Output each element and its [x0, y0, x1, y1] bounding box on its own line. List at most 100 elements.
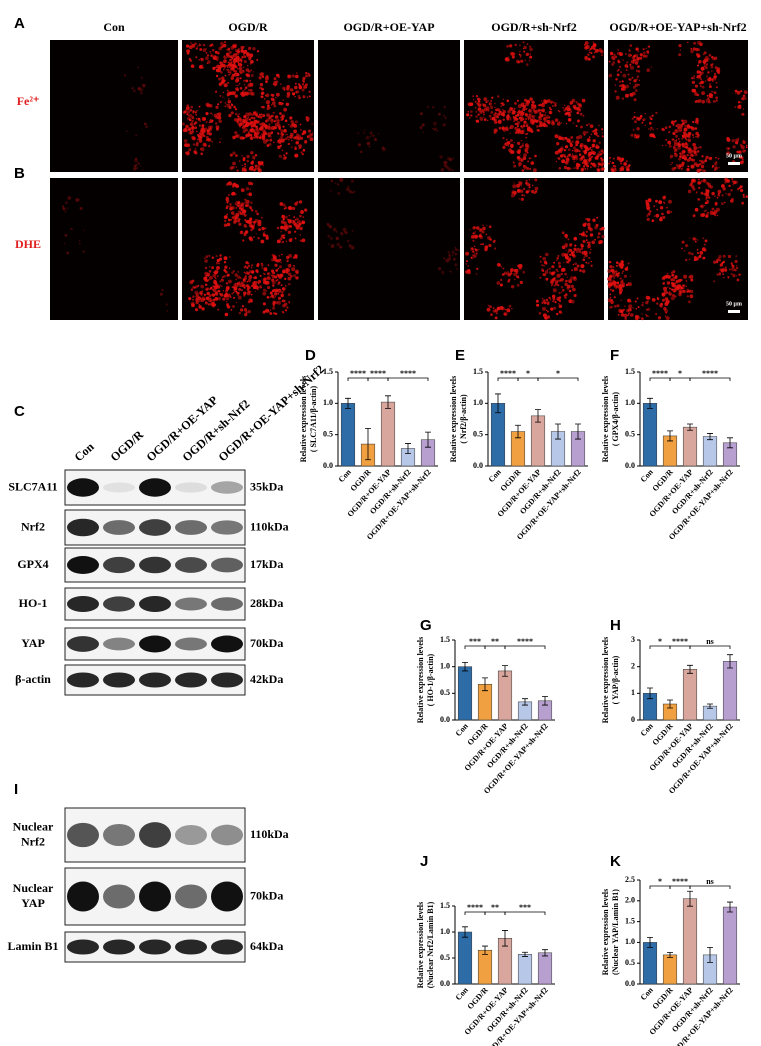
nuclear-blot-size: 110kDa	[250, 827, 289, 841]
signal-speck	[575, 249, 580, 253]
signal-speck	[259, 113, 261, 116]
signal-speck	[519, 183, 521, 185]
signal-speck	[681, 240, 685, 244]
signal-speck	[230, 219, 233, 221]
signal-speck	[504, 308, 507, 311]
signal-speck	[161, 289, 164, 292]
signal-speck	[554, 134, 559, 139]
nuclear-blot-label: Nrf2	[21, 834, 45, 848]
signal-speck	[629, 300, 632, 303]
signal-speck	[205, 274, 207, 277]
signal-speck	[235, 154, 238, 158]
signal-speck	[685, 280, 688, 282]
signal-speck	[493, 128, 498, 133]
signal-speck	[277, 274, 282, 278]
signal-speck	[676, 123, 681, 128]
group-header: Con	[103, 20, 125, 34]
signal-speck	[233, 105, 236, 109]
signal-speck	[688, 258, 691, 261]
signal-speck	[567, 113, 572, 117]
signal-speck	[224, 79, 227, 82]
signal-speck	[191, 303, 195, 308]
signal-speck	[239, 87, 243, 90]
signal-speck	[227, 48, 231, 51]
signal-speck	[269, 107, 271, 109]
significance-label: ns	[706, 637, 714, 646]
signal-speck	[612, 266, 615, 268]
significance-bracket	[669, 377, 691, 381]
signal-speck	[581, 264, 583, 267]
signal-speck	[634, 300, 637, 303]
signal-speck	[530, 130, 534, 133]
signal-speck	[572, 157, 576, 161]
signal-speck	[215, 125, 220, 129]
signal-speck	[702, 179, 707, 183]
signal-speck	[228, 98, 230, 100]
signal-speck	[534, 154, 537, 158]
signal-speck	[214, 50, 218, 54]
signal-speck	[609, 293, 612, 296]
signal-speck	[211, 266, 215, 270]
signal-speck	[217, 103, 220, 106]
signal-speck	[217, 112, 222, 117]
signal-speck	[517, 149, 522, 153]
signal-speck	[241, 211, 246, 216]
signal-speck	[517, 128, 521, 132]
signal-speck	[695, 47, 699, 52]
signal-speck	[617, 60, 621, 64]
signal-speck	[525, 63, 529, 66]
signal-speck	[235, 49, 237, 51]
signal-speck	[210, 112, 212, 115]
signal-speck	[208, 294, 212, 298]
signal-speck	[513, 107, 516, 110]
signal-speck	[565, 157, 570, 161]
signal-speck	[633, 98, 637, 102]
signal-speck	[263, 279, 266, 282]
signal-speck	[656, 208, 659, 211]
signal-speck	[327, 243, 330, 246]
signal-speck	[217, 116, 221, 120]
signal-speck	[517, 125, 519, 128]
signal-speck	[557, 255, 560, 257]
signal-speck	[583, 253, 586, 256]
nuclear-blot-label: Nuclear	[13, 881, 54, 895]
signal-speck	[224, 270, 228, 274]
signal-speck	[274, 275, 278, 279]
signal-speck	[290, 134, 293, 137]
signal-speck	[377, 133, 380, 135]
signal-speck	[551, 120, 554, 123]
signal-speck	[516, 111, 519, 114]
signal-speck	[251, 160, 254, 163]
signal-speck	[238, 84, 240, 86]
signal-speck	[543, 122, 546, 125]
signal-speck	[237, 49, 239, 52]
signal-speck	[694, 240, 697, 243]
panel-label: H	[610, 617, 621, 634]
signal-speck	[693, 146, 698, 151]
signal-speck	[422, 131, 424, 133]
bar	[662, 954, 678, 985]
signal-speck	[512, 161, 515, 164]
signal-speck	[713, 77, 717, 81]
signal-speck	[727, 192, 731, 197]
signal-speck	[199, 124, 201, 126]
signal-speck	[718, 255, 722, 259]
signal-speck	[541, 103, 545, 108]
signal-speck	[601, 226, 605, 231]
signal-speck	[564, 272, 567, 276]
error-bar	[502, 665, 508, 677]
signal-speck	[252, 113, 255, 116]
error-bar	[727, 901, 733, 913]
signal-speck	[688, 275, 691, 279]
signal-speck	[208, 125, 212, 129]
signal-speck	[228, 267, 231, 269]
micrograph	[608, 40, 748, 173]
signal-speck	[240, 202, 245, 207]
signal-speck	[734, 89, 738, 93]
signal-speck	[229, 72, 232, 75]
signal-speck	[255, 125, 259, 129]
signal-speck	[705, 194, 710, 199]
signal-speck	[554, 118, 559, 122]
signal-speck	[332, 227, 337, 232]
error-bar	[707, 946, 713, 963]
